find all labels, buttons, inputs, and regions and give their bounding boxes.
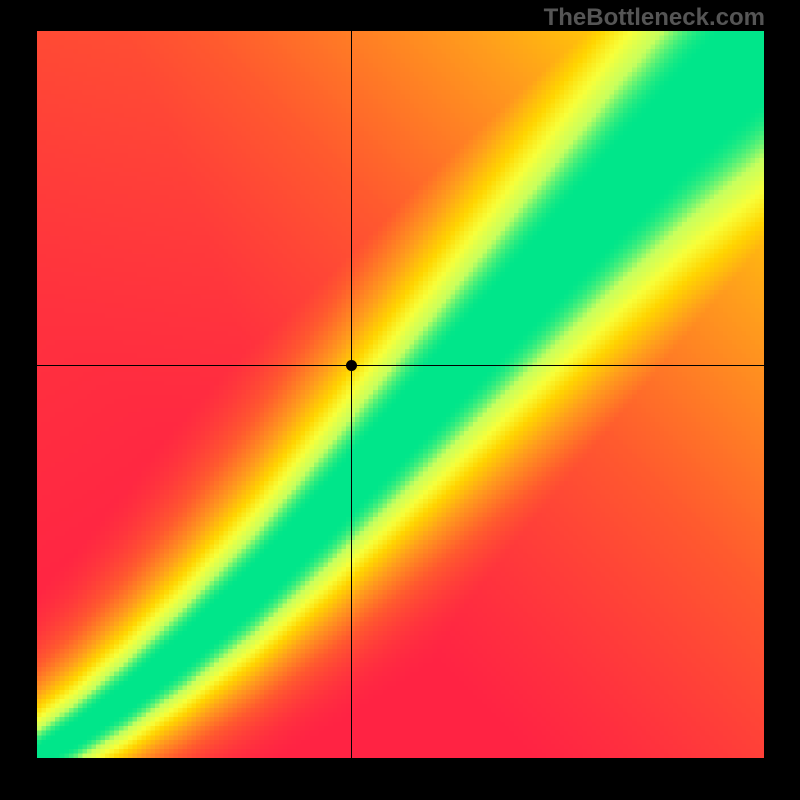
crosshair-marker-dot	[346, 360, 357, 371]
chart-container: TheBottleneck.com	[0, 0, 800, 800]
bottleneck-heatmap	[37, 31, 764, 758]
crosshair-vertical-line	[351, 31, 352, 758]
watermark-text: TheBottleneck.com	[544, 4, 765, 32]
crosshair-horizontal-line	[37, 365, 764, 366]
